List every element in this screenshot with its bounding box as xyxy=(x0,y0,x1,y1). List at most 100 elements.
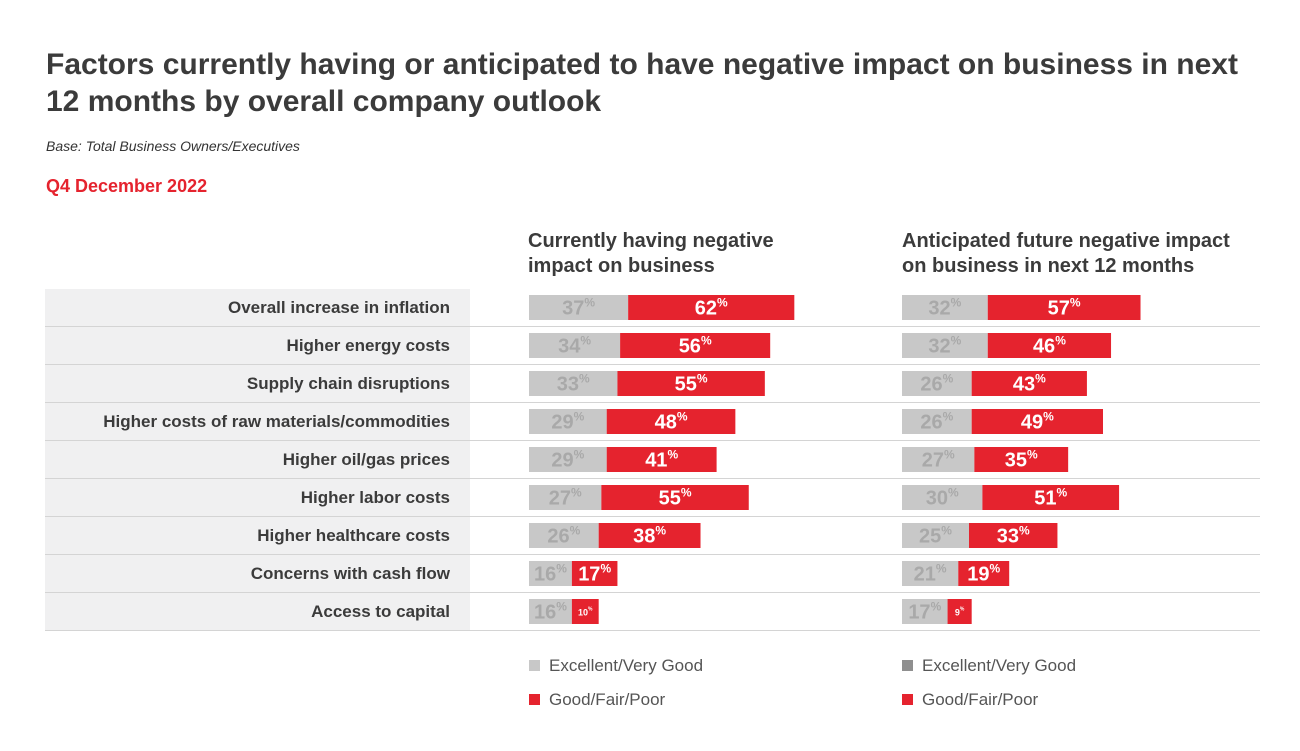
left-bar-good-fair-poor xyxy=(617,371,765,396)
row-label-cell: Higher costs of raw materials/commoditie… xyxy=(45,403,470,440)
right-panel-heading: Anticipated future negative impact on bu… xyxy=(902,229,1230,279)
table-row: Overall increase in inflation xyxy=(45,289,1260,327)
left-bar-good-fair-poor xyxy=(620,333,771,358)
left-value-excellent-very-good: 29% xyxy=(551,410,584,434)
right-bar-excellent-very-good xyxy=(902,295,988,320)
right-value-excellent-very-good: 32% xyxy=(928,334,961,358)
left-value-good-fair-poor: 41% xyxy=(645,448,678,472)
legend-item: Excellent/Very Good xyxy=(529,655,703,689)
left-value-excellent-very-good: 16% xyxy=(534,562,567,586)
left-value-excellent-very-good: 33% xyxy=(557,372,590,396)
left-value-excellent-very-good: 34% xyxy=(558,334,591,358)
right-value-good-fair-poor: 43% xyxy=(1013,372,1046,396)
left-bar-excellent-very-good xyxy=(529,447,607,472)
left-bar-excellent-very-good xyxy=(529,599,572,624)
right-bar-good-fair-poor xyxy=(987,333,1112,358)
category-label: Access to capital xyxy=(311,602,450,621)
table-row: Supply chain disruptions xyxy=(45,365,1260,403)
legend-label: Excellent/Very Good xyxy=(549,656,704,675)
right-bar-good-fair-poor xyxy=(958,561,1010,586)
left-bar-good-fair-poor xyxy=(606,409,736,434)
right-bar-excellent-very-good xyxy=(902,599,948,624)
right-bar-good-fair-poor xyxy=(947,599,972,624)
left-value-good-fair-poor: 62% xyxy=(695,296,728,320)
right-panel-heading-line-2: on business in next 12 months xyxy=(902,255,1195,277)
category-rows: Overall increase in inflation Higher ene… xyxy=(45,289,1260,631)
right-bar-excellent-very-good xyxy=(902,371,972,396)
left-bar-good-fair-poor xyxy=(598,523,701,548)
legend-swatch-excellent xyxy=(902,660,913,671)
left-value-excellent-very-good: 16% xyxy=(534,600,567,624)
right-panel-heading-line-1: Anticipated future negative impact xyxy=(902,230,1230,252)
right-bar-good-fair-poor xyxy=(982,485,1120,510)
right-value-excellent-very-good: 32% xyxy=(928,296,961,320)
chart-title: Factors currently having or anticipated … xyxy=(46,48,1238,118)
left-bar-excellent-very-good xyxy=(529,409,607,434)
left-value-excellent-very-good: 26% xyxy=(547,524,580,548)
right-bar-good-fair-poor xyxy=(987,295,1141,320)
right-value-good-fair-poor: 9% xyxy=(955,607,965,618)
row-label-cell: Overall increase in inflation xyxy=(45,289,470,326)
table-row: Higher oil/gas prices xyxy=(45,441,1260,479)
left-value-excellent-very-good: 27% xyxy=(549,486,582,510)
table-row: Access to capital xyxy=(45,593,1260,631)
row-label-cell: Higher energy costs xyxy=(45,327,470,364)
left-value-good-fair-poor: 38% xyxy=(633,524,666,548)
row-label-cell: Access to capital xyxy=(45,593,470,630)
left-value-good-fair-poor: 17% xyxy=(578,562,611,586)
right-value-excellent-very-good: 27% xyxy=(922,448,955,472)
left-bar-good-fair-poor xyxy=(606,447,717,472)
left-panel-heading: Currently having negative impact on busi… xyxy=(528,229,774,279)
right-value-excellent-very-good: 26% xyxy=(920,372,953,396)
category-label: Higher energy costs xyxy=(286,336,450,355)
right-value-excellent-very-good: 21% xyxy=(914,562,947,586)
category-label: Higher labor costs xyxy=(300,488,450,507)
right-value-good-fair-poor: 46% xyxy=(1033,334,1066,358)
period-label: Q4 December 2022 xyxy=(46,176,208,196)
left-panel-heading-line-2: impact on business xyxy=(528,255,715,277)
left-value-excellent-very-good: 29% xyxy=(551,448,584,472)
left-bar-excellent-very-good xyxy=(529,561,572,586)
right-bar-excellent-very-good xyxy=(902,561,959,586)
right-bar-good-fair-poor xyxy=(969,523,1058,548)
left-value-good-fair-poor: 56% xyxy=(679,334,712,358)
left-panel-heading-line-1: Currently having negative xyxy=(528,230,774,252)
row-label-cell: Higher healthcare costs xyxy=(45,517,470,554)
base-note: Base: Total Business Owners/Executives xyxy=(46,138,300,154)
category-label: Higher healthcare costs xyxy=(257,526,450,545)
legend-swatch-good-fair-poor xyxy=(902,694,913,705)
right-value-good-fair-poor: 19% xyxy=(967,562,1000,586)
legend-item: Good/Fair/Poor xyxy=(902,689,1076,723)
legend-label: Good/Fair/Poor xyxy=(922,690,1039,709)
table-row: Concerns with cash flow xyxy=(45,555,1260,593)
table-row: Higher healthcare costs xyxy=(45,517,1260,555)
right-bar-excellent-very-good xyxy=(902,447,975,472)
right-bar-excellent-very-good xyxy=(902,485,983,510)
category-label: Overall increase in inflation xyxy=(227,298,450,317)
right-value-good-fair-poor: 51% xyxy=(1034,486,1067,510)
category-label: Supply chain disruptions xyxy=(246,374,450,393)
row-label-cell: Concerns with cash flow xyxy=(45,555,470,592)
legend-item: Excellent/Very Good xyxy=(902,655,1076,689)
right-bar-good-fair-poor xyxy=(971,371,1087,396)
legend-label: Good/Fair/Poor xyxy=(549,690,666,709)
legend-swatch-excellent xyxy=(529,660,540,671)
left-bar-excellent-very-good xyxy=(529,333,621,358)
table-row: Higher labor costs xyxy=(45,479,1260,517)
right-value-excellent-very-good: 30% xyxy=(926,486,959,510)
left-bar-excellent-very-good xyxy=(529,523,599,548)
left-value-excellent-very-good: 37% xyxy=(562,296,595,320)
right-bar-good-fair-poor xyxy=(974,447,1069,472)
category-label: Higher oil/gas prices xyxy=(282,450,450,469)
right-value-good-fair-poor: 49% xyxy=(1021,410,1054,434)
row-label-cell: Higher labor costs xyxy=(45,479,470,516)
legend-item: Good/Fair/Poor xyxy=(529,689,703,723)
right-bar-excellent-very-good xyxy=(902,333,988,358)
left-bar-good-fair-poor xyxy=(601,485,749,510)
left-bar-good-fair-poor xyxy=(628,295,795,320)
right-bar-excellent-very-good xyxy=(902,523,969,548)
row-label-cell: Supply chain disruptions xyxy=(45,365,470,402)
right-value-excellent-very-good: 26% xyxy=(920,410,953,434)
right-value-excellent-very-good: 25% xyxy=(919,524,952,548)
